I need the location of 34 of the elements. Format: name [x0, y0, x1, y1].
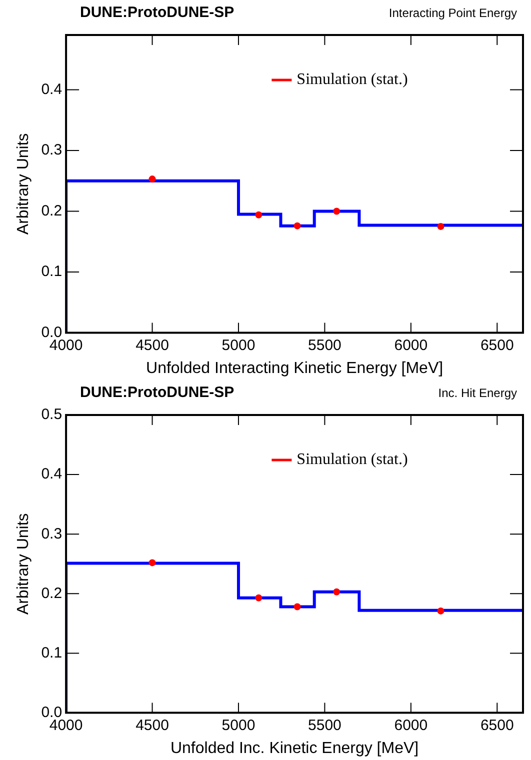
x-axis-title: Unfolded Interacting Kinetic Energy [MeV] [146, 360, 444, 377]
legend-label: Simulation (stat.) [296, 451, 408, 468]
point [148, 559, 156, 566]
y-tick-label: 0.4 [41, 466, 62, 483]
x-tick-label: 5500 [308, 336, 342, 354]
x-tick-label: 6000 [394, 716, 428, 734]
y-tick-label: 0.2 [41, 584, 62, 602]
chart-title: DUNE:ProtoDUNE-SP [80, 4, 234, 21]
x-tick-label: 5500 [308, 716, 342, 734]
x-tick-label: 4500 [136, 716, 169, 734]
y-tick-label: 0.4 [41, 80, 62, 98]
y-tick-label: 0.2 [41, 202, 62, 220]
chart-subtitle: Interacting Point Energy [388, 6, 517, 20]
legend-label: Simulation (stat.) [296, 71, 408, 88]
y-tick-label: 0.1 [41, 263, 62, 280]
y-axis-title: Arbitrary Units [15, 513, 32, 615]
y-axis-title: Arbitrary Units [15, 133, 32, 235]
x-tick-label: 5000 [222, 716, 256, 734]
x-tick-label: 6500 [480, 716, 514, 734]
x-tick-label: 6000 [394, 336, 428, 354]
point [333, 588, 340, 596]
y-tick-label: 0.1 [41, 644, 62, 662]
chart-subtitle: Inc. Hit Energy [438, 386, 517, 400]
x-tick-label: 4500 [136, 336, 169, 354]
point [255, 594, 262, 602]
chart-title: DUNE:ProtoDUNE-SP [80, 384, 234, 401]
x-axis-title: Unfolded Inc. Kinetic Energy [MeV] [170, 740, 419, 757]
y-tick-label: 0.3 [41, 525, 62, 542]
x-tick-label: 5000 [222, 336, 256, 354]
y-tick-label: 0.3 [41, 142, 62, 159]
point [437, 607, 444, 614]
y-tick-label: 0.5 [41, 406, 62, 424]
x-tick-label: 6500 [480, 336, 514, 354]
point [294, 603, 301, 610]
